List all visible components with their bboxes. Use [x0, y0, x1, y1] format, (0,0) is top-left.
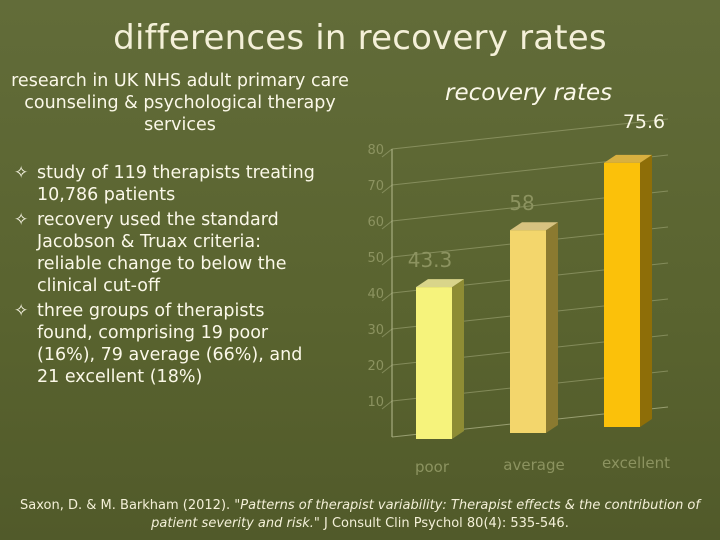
gridline-depth: [381, 148, 393, 158]
gridline: [391, 118, 669, 150]
citation-title: "Patterns of therapist variability: Ther…: [151, 498, 700, 531]
data-label: 58: [509, 191, 534, 215]
bar-side: [640, 154, 652, 427]
citation-authors: Saxon, D. & M. Barkham (2012).: [20, 498, 235, 513]
bar: [604, 162, 640, 427]
star-bullet-icon: ✧: [14, 163, 29, 183]
chart-title: recovery rates: [445, 80, 613, 106]
bullet-text: recovery used the standard Jacobson & Tr…: [37, 210, 287, 296]
bar-top: [604, 154, 652, 163]
bar: [416, 287, 452, 439]
bar: [510, 230, 546, 433]
star-bullet-icon: ✧: [14, 301, 29, 321]
bar-top: [416, 279, 464, 288]
y-tick-label: 50: [367, 251, 384, 266]
citation-journal: J Consult Clin Psychol 80(4): 535-546.: [319, 516, 569, 531]
gridline-depth: [381, 256, 393, 266]
category-label: average: [503, 456, 564, 474]
gridline-depth: [381, 328, 393, 338]
data-label: 75.6: [623, 111, 665, 133]
bullet-text: three groups of therapists found, compri…: [37, 301, 303, 387]
slide-subtitle: research in UK NHS adult primary care co…: [11, 71, 349, 135]
y-tick-label: 40: [367, 287, 384, 302]
bullet-item: ✧ recovery used the standard Jacobson & …: [14, 209, 324, 297]
category-label: poor: [415, 458, 450, 476]
gridline-depth: [381, 400, 393, 410]
y-tick-label: 20: [367, 359, 384, 374]
bar-side: [452, 279, 464, 439]
data-label: 43.3: [408, 248, 453, 272]
y-tick-label: 10: [367, 395, 384, 410]
y-tick-label: 30: [367, 323, 384, 338]
gridline-depth: [381, 292, 393, 302]
category-label: excellent: [602, 454, 670, 472]
bullet-text: study of 119 therapists treating 10,786 …: [37, 163, 315, 205]
bar-top: [510, 222, 558, 231]
citation: Saxon, D. & M. Barkham (2012). "Patterns…: [0, 497, 720, 533]
bullet-item: ✧ study of 119 therapists treating 10,78…: [14, 162, 324, 206]
bullet-item: ✧ three groups of therapists found, comp…: [14, 300, 324, 388]
bullet-list: ✧ study of 119 therapists treating 10,78…: [14, 162, 324, 391]
gridline-depth: [381, 220, 393, 230]
gridline-depth: [381, 184, 393, 194]
bar-side: [546, 222, 558, 433]
y-tick-label: 80: [367, 143, 384, 158]
y-tick-label: 60: [367, 215, 384, 230]
slide-title: differences in recovery rates: [113, 18, 607, 58]
star-bullet-icon: ✧: [14, 210, 29, 230]
gridline-depth: [381, 364, 393, 374]
y-tick-label: 70: [367, 179, 384, 194]
